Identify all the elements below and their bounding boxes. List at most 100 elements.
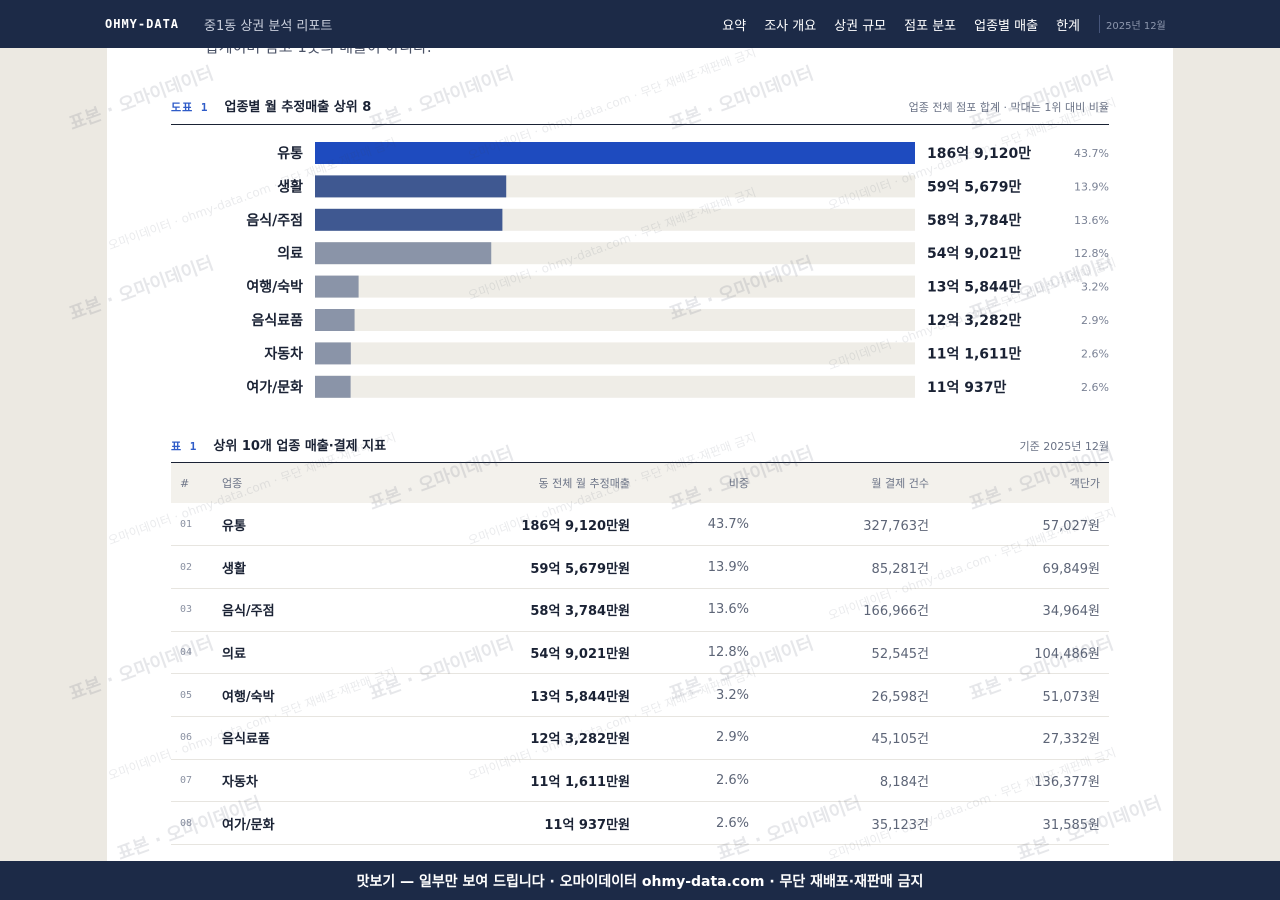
row-share: 3.2% bbox=[639, 673, 758, 717]
row-monthly-sales: 186억 9,120만원 bbox=[363, 503, 639, 547]
row-share: 2.9% bbox=[639, 716, 758, 760]
bar-value-label: 186억 9,120만 bbox=[927, 146, 1031, 162]
table-row: 06 음식료품 12억 3,282만원 2.9% 45,105건 27,332원 bbox=[171, 716, 1109, 760]
row-rank: 03 bbox=[171, 588, 213, 632]
nav-link-market-size[interactable]: 상권 규모 bbox=[834, 18, 887, 34]
table-row: 04 의료 54억 9,021만원 12.8% 52,545건 104,486원 bbox=[171, 631, 1109, 675]
nav-link-overview[interactable]: 조사 개요 bbox=[764, 18, 817, 34]
sales-bar-chart: 유통 186억 9,120만 43.7% 생활 59억 5,679만 13.9% 음식/주점… bbox=[246, 142, 1109, 398]
row-industry: 생활 bbox=[213, 545, 363, 589]
row-industry: 여가/문화 bbox=[213, 801, 363, 845]
bar-track bbox=[315, 342, 915, 365]
figure-header: 도표 1 업종별 월 추정매출 상위 8 업종 전체 점포 합계 · 막대는 1… bbox=[171, 96, 1109, 115]
col-transactions: 월 결제 건수 bbox=[758, 463, 938, 503]
row-rank: 02 bbox=[171, 545, 213, 589]
bar-track bbox=[315, 275, 915, 298]
bar bbox=[315, 175, 507, 198]
nav-link-store-distribution[interactable]: 점포 분포 bbox=[904, 18, 957, 34]
row-share: 2.6% bbox=[639, 759, 758, 803]
row-share: 13.6% bbox=[639, 588, 758, 632]
row-rank: 07 bbox=[171, 759, 213, 803]
col-monthly-sales: 동 전체 월 추정매출 bbox=[363, 463, 639, 503]
row-rank: 06 bbox=[171, 716, 213, 760]
bar-value-label: 54억 9,021만 bbox=[927, 246, 1022, 262]
row-monthly-sales: 12억 3,282만원 bbox=[363, 716, 639, 760]
bar-value-label: 11억 937만 bbox=[927, 380, 1006, 396]
table-header: 표 1 상위 10개 업종 매출·결제 지표 기준 2025년 12월 bbox=[171, 435, 1109, 454]
table-row: 01 유통 186억 9,120만원 43.7% 327,763건 57,027원 bbox=[171, 503, 1109, 547]
brand-logo[interactable]: OHMY-DATA bbox=[105, 17, 180, 31]
row-transactions: 166,966건 bbox=[758, 588, 938, 632]
row-avg-spend: 57,027원 bbox=[938, 503, 1109, 547]
bar bbox=[315, 375, 351, 398]
bar-share-label: 43.7% bbox=[1074, 147, 1109, 160]
row-industry: 의료 bbox=[213, 631, 363, 675]
bar-track bbox=[315, 309, 915, 331]
row-transactions: 85,281건 bbox=[758, 545, 938, 589]
bar-share-label: 3.2% bbox=[1081, 281, 1109, 294]
row-transactions: 35,123건 bbox=[758, 801, 938, 845]
row-rank: 05 bbox=[171, 673, 213, 717]
table-row: 02 생활 59억 5,679만원 13.9% 85,281건 69,849원 bbox=[171, 545, 1109, 589]
bar-value-label: 59억 5,679만 bbox=[927, 179, 1022, 195]
bar-value-label: 12억 3,282만 bbox=[927, 313, 1022, 329]
col-rank: # bbox=[171, 463, 213, 503]
table-row: 07 자동차 11억 1,611만원 2.6% 8,184건 136,377원 bbox=[171, 759, 1109, 803]
bar-category-label: 유통 bbox=[277, 146, 303, 162]
table-row: 05 여행/숙박 13억 5,844만원 3.2% 26,598건 51,073원 bbox=[171, 673, 1109, 717]
bar-category-label: 여가/문화 bbox=[246, 379, 303, 396]
bar-category-label: 의료 bbox=[277, 245, 303, 262]
col-share: 비중 bbox=[639, 463, 758, 503]
bar-category-label: 음식료품 bbox=[251, 313, 303, 329]
bar bbox=[315, 309, 355, 331]
report-date: 2025년 12월 bbox=[1099, 15, 1166, 33]
row-industry: 유통 bbox=[213, 503, 363, 547]
bar-value-label: 58억 3,784만 bbox=[927, 213, 1022, 229]
figure-rule bbox=[171, 124, 1109, 125]
row-share: 12.8% bbox=[639, 631, 758, 675]
row-industry: 여행/숙박 bbox=[213, 673, 363, 717]
top-navigation: OHMY-DATA 중1동 상권 분석 리포트 요약 조사 개요 상권 규모 점… bbox=[0, 0, 1280, 48]
row-avg-spend: 136,377원 bbox=[938, 759, 1109, 803]
report-title: 중1동 상권 분석 리포트 bbox=[204, 18, 333, 34]
row-avg-spend: 27,332원 bbox=[938, 716, 1109, 760]
row-monthly-sales: 58억 3,784만원 bbox=[363, 588, 639, 632]
bar-share-label: 13.9% bbox=[1074, 180, 1109, 193]
table-row: 03 음식/주점 58억 3,784만원 13.6% 166,966건 34,964원 bbox=[171, 588, 1109, 632]
row-transactions: 327,763건 bbox=[758, 503, 938, 547]
nav-link-summary[interactable]: 요약 bbox=[722, 18, 747, 34]
bar-category-label: 여행/숙박 bbox=[246, 279, 303, 296]
figure-note: 업종 전체 점포 합계 · 막대는 1위 대비 비율 bbox=[908, 101, 1109, 114]
table-body: 01 유통 186억 9,120만원 43.7% 327,763건 57,027원 02 생활… bbox=[171, 503, 1109, 845]
bar-share-label: 12.8% bbox=[1074, 247, 1109, 260]
bar-value-label: 11억 1,611만 bbox=[927, 346, 1022, 362]
row-share: 13.9% bbox=[639, 545, 758, 589]
row-transactions: 52,545건 bbox=[758, 631, 938, 675]
col-avg-spend: 객단가 bbox=[938, 463, 1109, 503]
bar bbox=[315, 208, 503, 231]
table-rule bbox=[171, 462, 1109, 463]
nav-links: 요약 조사 개요 상권 규모 점포 분포 업종별 매출 한계 bbox=[722, 0, 1080, 48]
nav-link-sales-by-industry[interactable]: 업종별 매출 bbox=[974, 18, 1039, 34]
bar bbox=[315, 142, 915, 164]
bar-category-label: 자동차 bbox=[264, 346, 303, 362]
bar-category-label: 생활 bbox=[277, 178, 303, 195]
row-share: 43.7% bbox=[639, 503, 758, 547]
nav-link-limitations[interactable]: 한계 bbox=[1056, 18, 1080, 34]
table-header-row: # 업종 동 전체 월 추정매출 비중 월 결제 건수 객단가 bbox=[171, 463, 1109, 503]
figure-title: 업종별 월 추정매출 상위 8 bbox=[224, 100, 372, 115]
table-row: 08 여가/문화 11억 937만원 2.6% 35,123건 31,585원 bbox=[171, 801, 1109, 845]
row-transactions: 45,105건 bbox=[758, 716, 938, 760]
row-rank: 01 bbox=[171, 503, 213, 547]
bar bbox=[315, 242, 492, 265]
row-transactions: 26,598건 bbox=[758, 673, 938, 717]
bar bbox=[315, 342, 351, 365]
row-avg-spend: 31,585원 bbox=[938, 801, 1109, 845]
row-monthly-sales: 54억 9,021만원 bbox=[363, 631, 639, 675]
row-share: 2.6% bbox=[639, 801, 758, 845]
bar-value-label: 13억 5,844만 bbox=[927, 280, 1022, 296]
row-industry: 자동차 bbox=[213, 759, 363, 803]
table-tag: 표 1 bbox=[171, 440, 198, 453]
bar-track bbox=[315, 375, 915, 398]
table-note: 기준 2025년 12월 bbox=[1019, 440, 1109, 453]
